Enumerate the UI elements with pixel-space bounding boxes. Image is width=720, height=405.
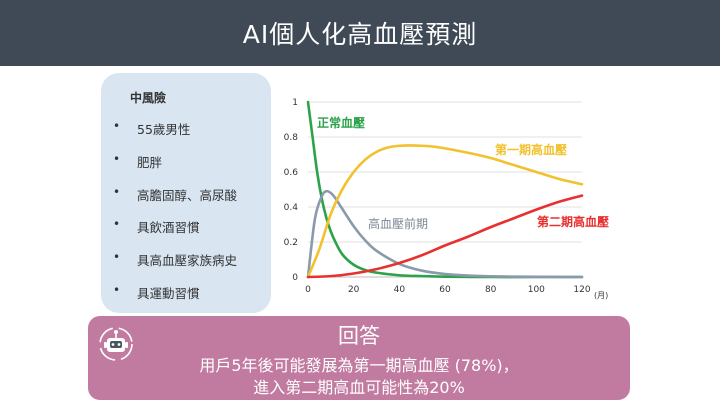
series-line-prehypertension bbox=[306, 189, 584, 279]
series-annotation: 正常血壓 bbox=[317, 115, 365, 130]
bullet-icon: • bbox=[113, 119, 121, 133]
risk-factor-label: 高膽固醇、高尿酸 bbox=[137, 187, 238, 203]
risk-factor-label: 55歲男性 bbox=[137, 122, 191, 137]
robot-icon bbox=[99, 327, 133, 361]
risk-factor-item: • 55歲男性 bbox=[113, 119, 237, 152]
x-tick-label: 20 bbox=[348, 285, 360, 295]
risk-factor-item: • 具飲酒習慣 bbox=[113, 217, 237, 250]
bullet-icon: • bbox=[113, 151, 121, 166]
chart-svg: 0 0.2 0.4 0.6 0.8 1 0 20 40 60 80 100 120 (月) 正常血壓高血壓… bbox=[284, 98, 609, 300]
x-tick-label: 40 bbox=[394, 285, 406, 295]
answer-title: 回答 bbox=[338, 324, 380, 348]
series-line-stage2 bbox=[306, 194, 584, 279]
y-tick-label: 1 bbox=[292, 98, 298, 108]
bullet-icon: • bbox=[113, 217, 121, 232]
x-axis-label: (月) bbox=[594, 291, 608, 300]
series-annotation: 第一期高血壓 bbox=[495, 142, 567, 157]
bullet-icon: • bbox=[113, 250, 121, 265]
series-line-normal bbox=[306, 100, 584, 279]
bullet-icon: • bbox=[113, 184, 121, 199]
risk-factor-label: 具高血壓家族病史 bbox=[137, 253, 238, 269]
x-tick-label: 100 bbox=[528, 285, 545, 295]
y-tick-label: 0.8 bbox=[284, 133, 299, 143]
bullet-icon: • bbox=[113, 282, 121, 297]
answer-box: 回答 用戶5年後可能發展為第一期高血壓 (78%)， 進入第二期高血可能性為20… bbox=[88, 316, 630, 400]
risk-factor-item: • 高膽固醇、高尿酸 bbox=[113, 185, 237, 218]
page-title: AI個人化高血壓預測 bbox=[242, 20, 478, 49]
hypertension-chart: 0 0.2 0.4 0.6 0.8 1 0 20 40 60 80 100 120 (月) 正常血壓高血壓… bbox=[282, 88, 702, 310]
risk-factor-label: 肥胖 bbox=[137, 154, 163, 170]
risk-factor-list: • 55歲男性 • 肥胖 • 高膽固醇、高尿酸 • 具飲酒習慣 • 具高血壓家族病史 • 具… bbox=[113, 119, 237, 316]
risk-factor-item: • 具高血壓家族病史 bbox=[113, 250, 237, 283]
answer-line-1: 用戶5年後可能發展為第一期高血壓 (78%)， bbox=[199, 356, 519, 375]
y-tick-label: 0.2 bbox=[284, 238, 298, 248]
risk-factor-label: 具飲酒習慣 bbox=[137, 220, 200, 236]
title-bar: AI個人化高血壓預測 bbox=[0, 0, 720, 66]
x-tick-label: 0 bbox=[305, 285, 311, 295]
answer-line-2: 進入第二期高血可能性為20% bbox=[253, 378, 465, 397]
x-tick-label: 80 bbox=[485, 285, 497, 295]
risk-factor-item: • 肥胖 bbox=[113, 152, 237, 185]
risk-factor-label: 具運動習慣 bbox=[137, 285, 200, 301]
y-tick-label: 0.4 bbox=[284, 203, 299, 213]
risk-factor-item: • 具運動習慣 bbox=[113, 283, 237, 316]
x-tick-label: 60 bbox=[439, 285, 451, 295]
y-tick-label: 0 bbox=[292, 273, 298, 283]
x-tick-label: 120 bbox=[573, 285, 590, 295]
series-line-stage1 bbox=[306, 144, 584, 279]
y-tick-label: 0.6 bbox=[284, 168, 299, 178]
risk-panel: 中風險 • 55歲男性 • 肥胖 • 高膽固醇、高尿酸 • 具飲酒習慣 • 具高血壓家族病… bbox=[101, 73, 271, 313]
series-annotation: 第二期高血壓 bbox=[537, 214, 609, 229]
series-annotation: 高血壓前期 bbox=[368, 216, 428, 231]
risk-heading: 中風險 bbox=[130, 91, 167, 105]
